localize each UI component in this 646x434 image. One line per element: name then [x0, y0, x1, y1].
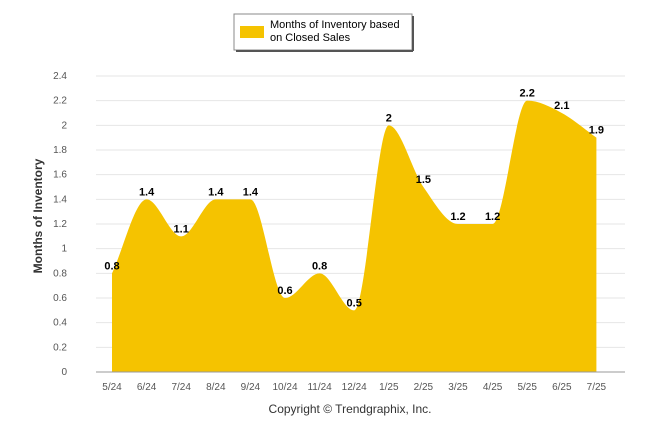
data-label: 2.1: [554, 100, 569, 112]
data-labels: 0.8 1.4 1.1 1.4 1.4 0.6 0.8 0.5 2 1.5 1.2 1.2 2.2 2.1…: [104, 88, 604, 310]
data-label: 1.9: [589, 125, 604, 137]
y-tick-label: 0.4: [53, 318, 67, 329]
data-label: 0.8: [312, 260, 327, 272]
x-tick-label: 6/25: [552, 382, 572, 393]
series-area: [112, 100, 597, 373]
y-tick-label: 1.8: [53, 145, 67, 156]
y-tick-label: 0.6: [53, 293, 67, 304]
legend-label-line2: on Closed Sales: [270, 32, 351, 44]
data-label: 2.2: [520, 88, 535, 100]
data-label: 1.4: [139, 186, 155, 198]
y-tick-label: 1.2: [53, 219, 67, 230]
legend: Months of Inventory based on Closed Sale…: [233, 13, 414, 52]
data-label: 1.4: [208, 186, 224, 198]
data-label: 2: [386, 112, 392, 124]
x-tick-label: 7/25: [587, 382, 607, 393]
x-tick-label: 5/25: [517, 382, 537, 393]
copyright-text: Copyright © Trendgraphix, Inc.: [269, 402, 432, 416]
area-fill: [112, 100, 597, 373]
y-tick-label: 0.8: [53, 268, 67, 279]
data-label: 1.4: [243, 186, 259, 198]
y-axis-title: Months of Inventory: [31, 158, 45, 273]
y-tick-label: 2.2: [53, 96, 67, 107]
y-tick-label: 2.4: [53, 71, 67, 82]
x-tick-label: 10/24: [272, 382, 297, 393]
data-label: 1.5: [416, 174, 431, 186]
y-tick-label: 0.2: [53, 342, 67, 353]
y-tick-label: 2: [61, 120, 67, 131]
y-tick-labels: 0 0.2 0.4 0.6 0.8 1 1.2 1.4 1.6 1.8 2 2.2 2.4: [53, 71, 67, 378]
y-tick-label: 1.6: [53, 170, 67, 181]
x-tick-label: 8/24: [206, 382, 226, 393]
x-tick-label: 1/25: [379, 382, 399, 393]
y-tick-label: 0: [61, 367, 67, 378]
data-label: 0.8: [104, 260, 119, 272]
data-label: 0.5: [347, 297, 362, 309]
legend-swatch: [240, 26, 264, 38]
legend-label-line1: Months of Inventory based: [270, 19, 400, 31]
x-tick-label: 5/24: [102, 382, 122, 393]
x-tick-label: 7/24: [171, 382, 191, 393]
x-tick-label: 11/24: [307, 382, 332, 393]
x-tick-label: 2/25: [414, 382, 434, 393]
x-tick-label: 4/25: [483, 382, 503, 393]
x-tick-label: 12/24: [342, 382, 367, 393]
x-tick-label: 9/24: [241, 382, 261, 393]
data-label: 1.2: [450, 211, 465, 223]
x-tick-labels: 5/24 6/24 7/24 8/24 9/24 10/24 11/24 12/24 1/25 2…: [102, 382, 606, 393]
x-tick-label: 3/25: [448, 382, 468, 393]
data-label: 0.6: [277, 285, 292, 297]
x-tick-label: 6/24: [137, 382, 157, 393]
y-tick-label: 1: [61, 244, 67, 255]
data-label: 1.1: [174, 223, 189, 235]
data-label: 1.2: [485, 211, 500, 223]
y-tick-label: 1.4: [53, 194, 67, 205]
